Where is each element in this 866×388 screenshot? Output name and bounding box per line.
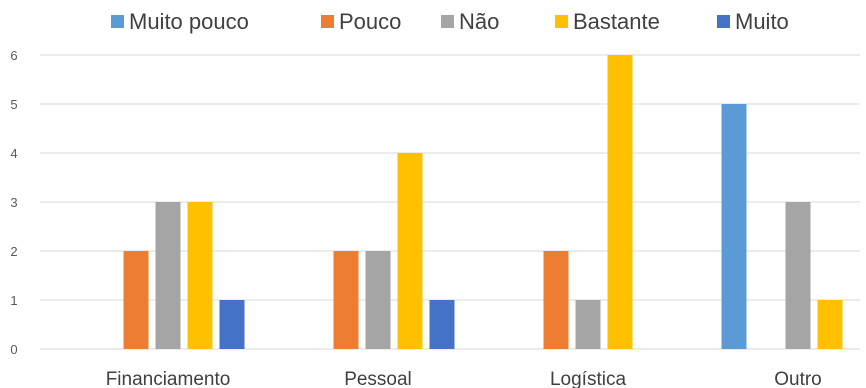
- legend-swatch-nao: [441, 15, 454, 28]
- legend-label-pouco: Pouco: [339, 9, 401, 34]
- bar-financiamento-nao: [155, 202, 181, 349]
- bar-logistica-pouco: [543, 251, 569, 349]
- y-tick-label: 6: [10, 48, 17, 63]
- legend: Muito pouco Pouco Não Bastante Muito: [111, 9, 789, 34]
- legend-swatch-bastante: [555, 15, 568, 28]
- bar-outro-muito-pouco: [721, 104, 747, 349]
- bar-financiamento-bastante: [187, 202, 213, 349]
- x-tick-label: Outro: [774, 369, 822, 388]
- bar-pessoal-nao: [365, 251, 391, 349]
- bar-outro-nao: [785, 202, 811, 349]
- bar-financiamento-pouco: [123, 251, 149, 349]
- bar-pessoal-muito: [429, 300, 455, 349]
- bar-outro-bastante: [817, 300, 843, 349]
- y-tick-label: 4: [10, 146, 17, 161]
- y-tick-label: 1: [10, 293, 17, 308]
- legend-label-muito-pouco: Muito pouco: [129, 9, 249, 34]
- legend-label-muito: Muito: [735, 9, 789, 34]
- bar-logistica-bastante: [607, 55, 633, 349]
- bar-financiamento-muito: [219, 300, 245, 349]
- y-tick-label: 2: [10, 244, 17, 259]
- x-tick-label: Logística: [550, 369, 626, 388]
- legend-swatch-muito-pouco: [111, 15, 124, 28]
- y-tick-label: 0: [10, 342, 17, 357]
- x-axis: Financiamento Pessoal Logística Outro: [106, 369, 822, 388]
- bar-pessoal-pouco: [333, 251, 359, 349]
- bar-pessoal-bastante: [397, 153, 423, 349]
- y-axis: 0 1 2 3 4 5 6: [10, 48, 17, 357]
- x-tick-label: Pessoal: [344, 369, 412, 388]
- bar-logistica-nao: [575, 300, 601, 349]
- legend-swatch-muito: [717, 15, 730, 28]
- x-tick-label: Financiamento: [106, 369, 231, 388]
- legend-swatch-pouco: [321, 15, 334, 28]
- legend-label-bastante: Bastante: [573, 9, 660, 34]
- y-tick-label: 5: [10, 97, 17, 112]
- y-tick-label: 3: [10, 195, 17, 210]
- legend-label-nao: Não: [459, 9, 499, 34]
- plot-area: [123, 55, 843, 349]
